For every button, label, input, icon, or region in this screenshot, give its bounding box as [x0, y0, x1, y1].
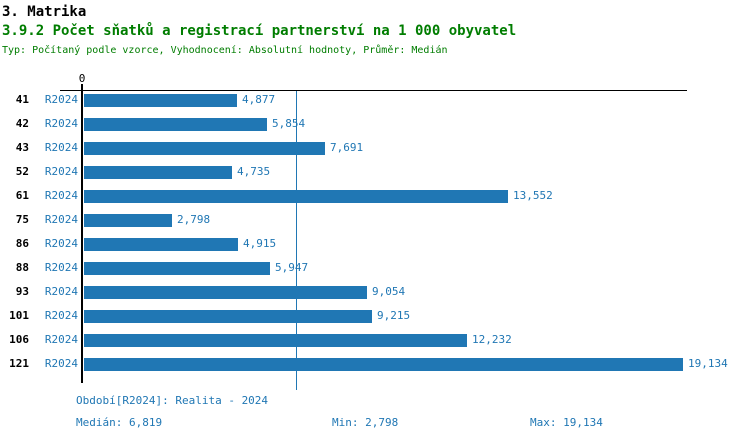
- category-label: 52: [15, 165, 29, 178]
- series-label: R2024: [44, 261, 78, 274]
- bar-value-label: 5,947: [275, 261, 309, 274]
- series-label: R2024: [44, 357, 78, 370]
- series-label: R2024: [44, 237, 78, 250]
- bar-value-label: 12,232: [472, 333, 512, 346]
- bar: [84, 142, 325, 155]
- bar: [84, 238, 238, 251]
- bar-value-label: 9,215: [377, 309, 411, 322]
- bar-value-label: 9,054: [372, 285, 406, 298]
- bar: [84, 334, 467, 347]
- category-label: 121: [9, 357, 29, 370]
- series-label: R2024: [44, 189, 78, 202]
- category-label: 101: [9, 309, 29, 322]
- footer-max: Max: 19,134: [530, 416, 603, 429]
- bar-value-label: 19,134: [688, 357, 728, 370]
- category-label: 106: [9, 333, 29, 346]
- series-label: R2024: [44, 165, 78, 178]
- bar-value-label: 7,691: [330, 141, 364, 154]
- bar: [84, 262, 270, 275]
- series-label: R2024: [44, 333, 78, 346]
- y-axis-line: [81, 84, 83, 383]
- x-axis-zero-tick-label: 0: [78, 72, 86, 85]
- category-label: 43: [15, 141, 29, 154]
- bar-value-label: 4,915: [243, 237, 277, 250]
- bar: [84, 214, 172, 227]
- bar-value-label: 5,854: [272, 117, 306, 130]
- report-subtitle: 3.9.2 Počet sňatků a registrací partners…: [2, 23, 517, 39]
- report-section-title: 3. Matrika: [2, 4, 87, 20]
- bar: [84, 310, 372, 323]
- bar-value-label: 13,552: [513, 189, 553, 202]
- bar: [84, 166, 232, 179]
- series-label: R2024: [44, 309, 78, 322]
- category-label: 41: [15, 93, 29, 106]
- series-label: R2024: [44, 213, 78, 226]
- bar: [84, 358, 683, 371]
- category-label: 88: [15, 261, 29, 274]
- series-label: R2024: [44, 93, 78, 106]
- series-label: R2024: [44, 141, 78, 154]
- footer-period: Období[R2024]: Realita - 2024: [76, 394, 269, 407]
- series-label: R2024: [44, 285, 78, 298]
- bar-value-label: 2,798: [177, 213, 211, 226]
- bar: [84, 94, 237, 107]
- x-axis-line: [60, 90, 687, 91]
- category-label: 86: [15, 237, 29, 250]
- category-label: 42: [15, 117, 29, 130]
- category-label: 93: [15, 285, 29, 298]
- bar: [84, 190, 508, 203]
- bar: [84, 286, 367, 299]
- report-meta-line: Typ: Počítaný podle vzorce, Vyhodnocení:…: [2, 45, 448, 56]
- median-reference-line: [296, 91, 297, 390]
- bar-value-label: 4,877: [242, 93, 276, 106]
- bar: [84, 118, 267, 131]
- bar-value-label: 4,735: [237, 165, 271, 178]
- footer-median: Medián: 6,819: [76, 416, 163, 429]
- category-label: 61: [15, 189, 29, 202]
- series-label: R2024: [44, 117, 78, 130]
- category-label: 75: [15, 213, 29, 226]
- footer-min: Min: 2,798: [332, 416, 399, 429]
